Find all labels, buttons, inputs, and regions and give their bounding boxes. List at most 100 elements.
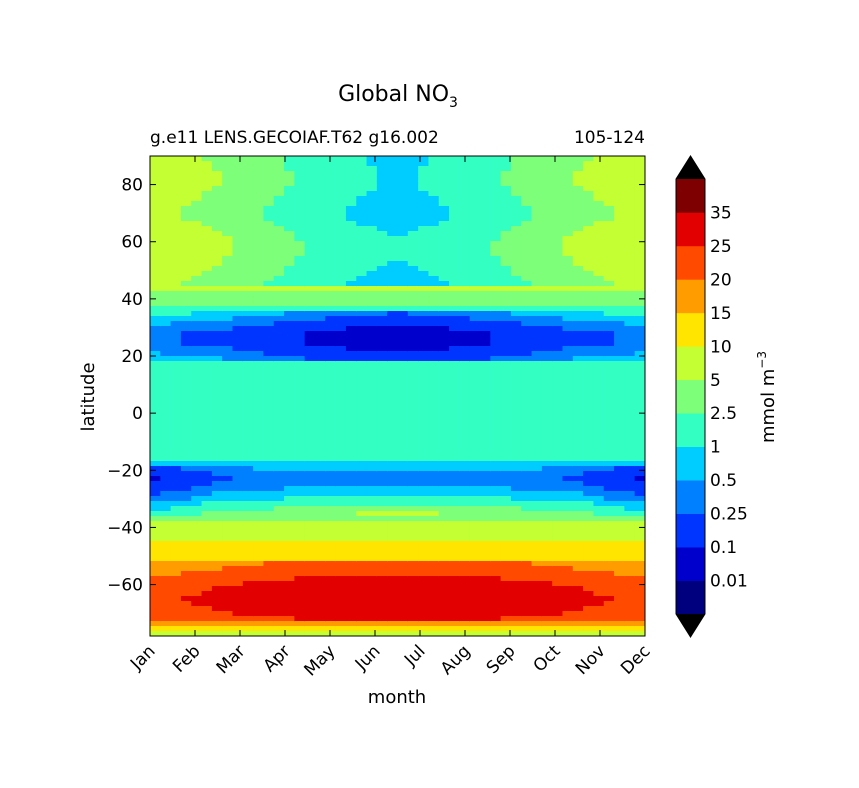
field-cell <box>315 631 326 636</box>
field-cell <box>428 616 440 622</box>
field-cell <box>191 246 203 252</box>
field-cell <box>572 416 584 422</box>
field-cell <box>624 546 636 552</box>
field-cell <box>160 541 172 547</box>
field-cell <box>593 216 605 222</box>
field-cell <box>160 351 172 357</box>
field-cell <box>397 421 409 427</box>
field-cell <box>387 281 399 287</box>
field-cell <box>510 546 522 552</box>
field-cell <box>480 361 491 367</box>
field-cell <box>397 206 409 212</box>
field-cell <box>273 156 285 162</box>
field-cell <box>356 576 368 582</box>
field-cell <box>253 616 265 622</box>
field-cell <box>284 166 295 172</box>
field-cell <box>449 311 460 317</box>
field-cell <box>397 451 409 457</box>
field-cell <box>531 536 543 542</box>
field-cell <box>345 531 357 537</box>
field-cell <box>211 276 223 282</box>
field-cell <box>531 436 543 442</box>
field-cell <box>541 616 553 622</box>
field-cell <box>211 166 223 172</box>
field-cell <box>180 576 192 582</box>
field-cell <box>614 426 625 432</box>
field-cell <box>490 581 502 587</box>
field-cell <box>211 291 223 297</box>
field-cell <box>211 596 223 602</box>
field-cell <box>583 496 595 502</box>
field-cell <box>521 206 533 212</box>
field-cell <box>294 291 306 297</box>
field-cell <box>593 536 605 542</box>
field-cell <box>150 206 161 212</box>
field-cell <box>469 181 481 187</box>
field-cell <box>263 546 275 552</box>
field-cell <box>418 221 430 227</box>
field-cell <box>438 596 450 602</box>
field-cell <box>180 456 192 462</box>
field-cell <box>294 601 306 607</box>
field-cell <box>572 551 584 557</box>
field-cell <box>150 176 161 182</box>
field-cell <box>253 211 265 217</box>
field-cell <box>366 286 378 292</box>
field-cell <box>356 491 368 497</box>
field-cell <box>490 471 502 477</box>
field-cell <box>242 566 254 572</box>
field-cell <box>614 531 625 537</box>
field-cell <box>294 281 306 287</box>
field-cell <box>387 396 399 402</box>
field-cell <box>263 596 275 602</box>
field-cell <box>562 591 574 597</box>
field-cell <box>510 621 522 627</box>
field-cell <box>418 486 430 492</box>
field-cell <box>242 621 254 627</box>
field-cell <box>284 441 295 447</box>
field-cell <box>160 626 172 632</box>
field-cell <box>624 591 636 597</box>
field-cell <box>232 556 244 562</box>
field-cell <box>541 546 553 552</box>
field-cell <box>418 341 430 347</box>
field-cell <box>541 296 553 302</box>
field-cell <box>634 591 645 597</box>
field-cell <box>304 286 316 292</box>
field-cell <box>366 551 378 557</box>
field-cell <box>552 611 564 617</box>
field-cell <box>583 326 595 332</box>
field-cell <box>160 236 172 242</box>
field-cell <box>624 461 636 467</box>
field-cell <box>510 521 522 527</box>
field-cell <box>335 161 347 167</box>
field-cell <box>232 456 244 462</box>
field-cell <box>376 221 388 227</box>
field-cell <box>232 391 244 397</box>
field-cell <box>387 616 399 622</box>
field-cell <box>294 541 306 547</box>
field-cell <box>191 241 203 247</box>
field-cell <box>242 461 254 467</box>
field-cell <box>180 566 192 572</box>
field-cell <box>583 421 595 427</box>
field-cell <box>552 261 564 267</box>
field-cell <box>552 521 564 527</box>
field-cell <box>150 451 161 457</box>
field-cell <box>160 531 172 537</box>
field-cell <box>459 371 471 377</box>
field-cell <box>387 246 399 252</box>
field-cell <box>541 406 553 412</box>
field-cell <box>242 266 254 272</box>
field-cell <box>531 421 543 427</box>
field-cell <box>614 396 625 402</box>
field-cell <box>541 271 553 277</box>
field-cell <box>603 401 615 407</box>
field-cell <box>572 286 584 292</box>
field-cell <box>541 471 553 477</box>
field-cell <box>273 481 285 487</box>
field-cell <box>490 226 502 232</box>
field-cell <box>562 406 574 412</box>
field-cell <box>366 571 378 577</box>
field-cell <box>263 366 275 372</box>
